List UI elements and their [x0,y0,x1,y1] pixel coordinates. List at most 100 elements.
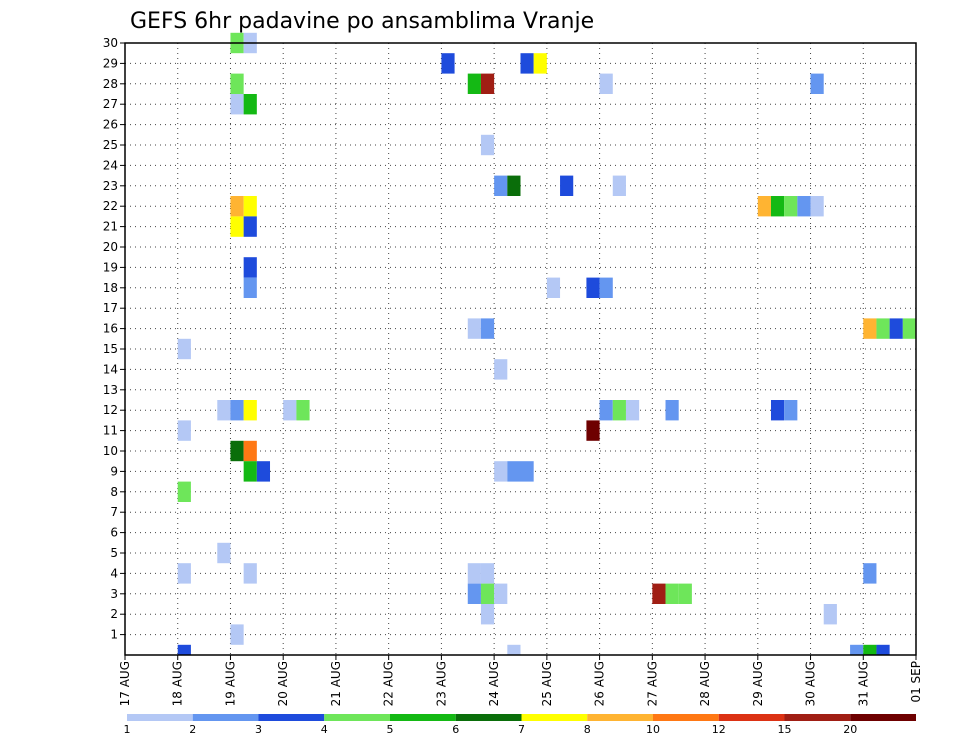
legend-swatch [455,714,522,721]
precip-cell [467,318,481,339]
legend-swatch [390,714,456,721]
legend-label: 1 [124,723,131,736]
precip-cell [863,644,877,655]
y-tick-label: 7 [110,505,118,519]
y-tick-label: 18 [103,281,118,295]
precip-cell [177,481,191,502]
y-tick-label: 29 [103,56,118,70]
y-tick-label: 23 [103,179,118,193]
precip-cell [243,94,257,115]
legend-swatch [718,714,785,721]
precip-cell [863,563,877,584]
precip-cell [612,175,626,196]
y-tick-label: 12 [103,403,118,417]
precip-cell [230,94,244,115]
precip-cell [283,400,297,421]
legend-label: 6 [452,723,459,736]
y-tick-label: 9 [110,464,118,478]
precip-cell [599,400,613,421]
precip-cell [494,359,508,380]
y-tick-label: 22 [103,199,118,213]
precip-cell [652,583,666,604]
x-tick-label: 01 SEP [909,661,923,703]
legend-label: 12 [712,723,726,736]
precip-cell [507,175,521,196]
legend-label: 8 [584,723,591,736]
y-tick-label: 11 [103,424,118,438]
y-tick-label: 14 [103,362,118,376]
precip-cell [480,134,495,156]
precipitation-cells [177,32,916,655]
x-tick-label: 20 AUG [276,661,290,706]
precip-cell [467,583,481,604]
y-tick-label: 17 [103,301,118,315]
precip-cell [217,400,231,421]
y-tick-label: 28 [103,77,118,91]
legend-label: 5 [387,723,394,736]
precip-cell [810,196,824,217]
y-tick-label: 2 [110,607,118,621]
legend-colorbar: 1 2 3 4 5 6 7 8 10 12 15 20 [124,714,916,736]
precip-cell [177,420,191,441]
y-tick-label: 6 [110,526,118,540]
precip-cell [480,563,495,584]
x-tick-label: 17 AUG [118,661,132,706]
precip-cell [876,318,890,339]
precip-cell [243,257,257,278]
precip-cell [823,604,837,625]
precip-cell [230,73,244,94]
legend-label: 15 [778,723,792,736]
y-tick-label: 15 [103,342,118,356]
chart-title: GEFS 6hr padavine po ansamblima Vranje [130,9,594,34]
y-tick-label: 5 [110,546,118,560]
precip-cell [177,644,191,655]
y-axis-ticks: 1234567891011121314151617181920212223242… [103,36,125,642]
precip-cell [507,461,521,482]
precip-cell [243,216,257,237]
precip-cell [797,196,811,217]
legend-label: 4 [321,723,328,736]
precip-cell [665,583,679,604]
precip-cell [810,73,824,94]
legend-swatch [192,714,259,721]
precip-cell [850,644,864,655]
y-tick-label: 10 [103,444,118,458]
precip-cell [480,318,495,339]
legend-swatch [521,714,588,721]
legend-swatch [850,714,916,721]
x-axis-ticks: 17 AUG 18 AUG 19 AUG 20 AUG 21 AUG 22 AUG 23 A… [118,655,923,706]
precip-cell [560,175,574,196]
precip-cell [902,318,916,339]
precip-cell [256,461,271,482]
precip-cell [480,604,495,625]
y-tick-label: 26 [103,118,118,132]
precip-cell [494,175,508,196]
y-tick-label: 25 [103,138,118,152]
precip-cell [784,196,798,217]
y-tick-label: 3 [110,587,118,601]
precip-cell [599,277,613,298]
precip-cell [520,53,534,74]
x-tick-label: 25 AUG [540,661,554,706]
precip-cell [296,400,310,421]
precip-cell [770,400,785,421]
precip-cell [625,400,640,421]
y-tick-label: 13 [103,383,118,397]
precip-cell [889,318,903,339]
precip-cell [217,542,231,564]
precip-cell [230,624,244,645]
legend-label: 7 [518,723,525,736]
legend-label: 3 [255,723,262,736]
x-tick-label: 19 AUG [223,661,237,706]
precip-cell [177,338,191,360]
precip-cell [243,196,257,217]
precip-cell [467,563,481,584]
precip-cell [230,400,244,421]
precip-cell [480,73,495,94]
y-tick-label: 21 [103,220,118,234]
x-tick-label: 24 AUG [487,661,501,706]
y-tick-label: 30 [103,36,118,50]
y-tick-label: 1 [110,628,118,642]
legend-swatch [587,714,653,721]
precip-cell [586,277,600,298]
